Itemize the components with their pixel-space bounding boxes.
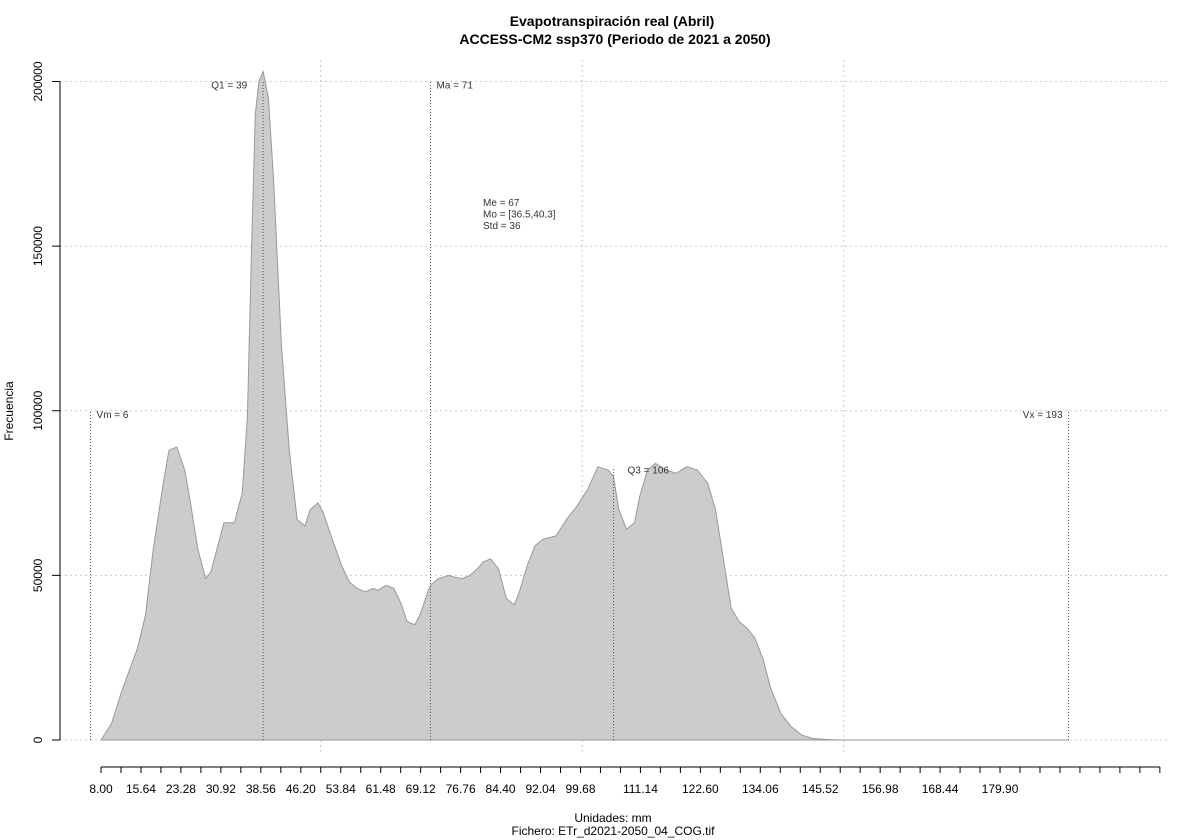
y-axis-label: Frecuencia: [2, 381, 16, 441]
stats-line: Std = 36: [483, 221, 521, 232]
footer-filename: Fichero: ETr_d2021-2050_04_COG.tif: [512, 824, 716, 838]
y-tick-label: 50000: [31, 558, 45, 592]
y-tick-label: 100000: [31, 390, 45, 430]
x-tick-label: 23.28: [166, 782, 196, 796]
stats-line: Mo = [36.5,40.3]: [483, 210, 556, 221]
x-tick-label: 92.04: [526, 782, 556, 796]
marker-label: Vm = 6: [97, 410, 129, 421]
x-tick-label: 156.98: [862, 782, 899, 796]
marker-label: Ma = 71: [436, 81, 473, 92]
x-tick-label: 53.84: [326, 782, 356, 796]
marker-label: Vx = 193: [1023, 410, 1063, 421]
marker-label: Q1 = 39: [211, 81, 247, 92]
x-axis: 8.00 15.64 23.28 30.92 38.56 46.20 53.84 61.48 6…: [89, 766, 1161, 796]
x-tick-label: 168.44: [922, 782, 959, 796]
x-tick-label: 38.56: [246, 782, 276, 796]
marker-label: Q3 = 106: [628, 466, 670, 477]
x-tick-label: 179.90: [982, 782, 1019, 796]
x-tick-label: 145.52: [802, 782, 839, 796]
stats-line: Me = 67: [483, 198, 520, 209]
x-tick-label: 15.64: [126, 782, 156, 796]
density-area: [100, 69, 1069, 741]
x-tick-label: 76.76: [446, 782, 476, 796]
marker-lines: Vm = 6 Q1 = 39 Ma = 71 Q3 = 106 Vx = 193: [90, 81, 1070, 740]
chart-subtitle: ACCESS-CM2 ssp370 (Periodo de 2021 a 205…: [459, 31, 770, 47]
x-tick-label: 84.40: [486, 782, 516, 796]
x-axis-label: Unidades: mm: [574, 811, 651, 825]
y-tick-label: 150000: [31, 226, 45, 266]
x-tick-label: 30.92: [206, 782, 236, 796]
x-tick-label: 99.68: [565, 782, 595, 796]
x-tick-label: 69.12: [406, 782, 436, 796]
x-tick-label: 8.00: [89, 782, 113, 796]
y-tick-label: 200000: [31, 61, 45, 101]
x-tick-label: 46.20: [286, 782, 316, 796]
y-tick-label: 0: [31, 736, 45, 743]
chart-title: Evapotranspiración real (Abril): [510, 13, 715, 29]
x-tick-label: 111.14: [623, 782, 658, 796]
x-tick-label: 122.60: [682, 782, 719, 796]
x-tick-label: 134.06: [742, 782, 779, 796]
y-axis: 0 50000 100000 150000 200000: [31, 61, 61, 743]
x-tick-label: 61.48: [366, 782, 396, 796]
